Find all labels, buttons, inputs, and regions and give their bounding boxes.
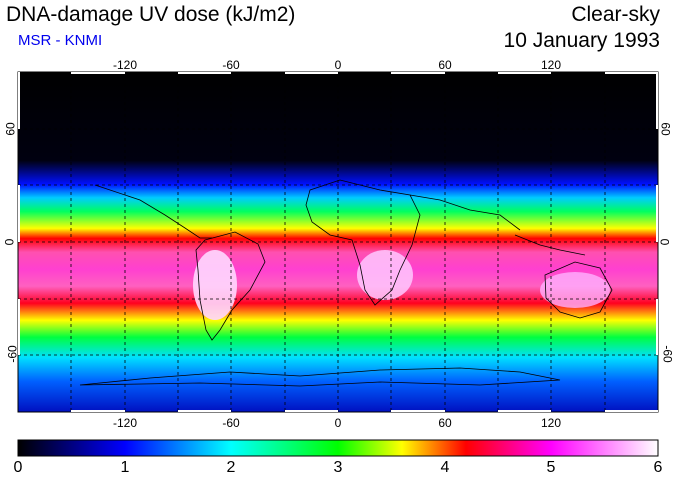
lat-tick-left: 0 [2,238,17,246]
frame-ticks [18,72,658,412]
lon-tick-top: 60 [438,58,452,72]
colorbar [17,439,659,457]
lon-tick-bottom: -120 [112,416,138,430]
coastlines [79,179,613,387]
lat-tick-left: 60 [3,122,18,136]
coast-maritime-se-asia [514,234,586,256]
coast-central-america [94,184,212,239]
coast-asia [409,194,521,231]
date-label: 10 January 1993 [503,29,660,52]
colorbar-label: 2 [226,459,236,476]
colorbar-label: 6 [653,459,663,476]
high-dose-patch-australia [540,272,610,308]
coast-antarctica [79,367,561,387]
colorbar-label: 3 [333,459,343,476]
sky-condition-label: Clear-sky [571,3,660,26]
coast-africa [305,179,421,306]
colorbar-label: 0 [13,459,23,476]
lon-tick-bottom: 120 [540,416,562,430]
lat-tick-left: -60 [5,345,20,363]
lat-tick-right: 0 [657,238,672,246]
chart-title: DNA-damage UV dose (kJ/m2) [6,3,296,26]
source-label: MSR - KNMI [18,32,103,49]
lon-tick-bottom: -60 [222,416,240,430]
lon-tick-top: 0 [334,58,342,72]
lat-tick-right: -60 [660,345,675,363]
lon-tick-top: -60 [222,58,240,72]
graticule [18,72,658,412]
colorbar-label: 4 [440,459,450,476]
lon-tick-bottom: 0 [334,416,342,430]
high-dose-patch-south-america [193,250,237,320]
lon-tick-bottom: 60 [438,416,452,430]
high-dose-patch-africa [357,250,413,300]
lat-tick-right: 60 [658,122,673,136]
coast-south-america [195,231,266,341]
lon-tick-top: 120 [540,58,562,72]
colorbar-label: 1 [120,459,130,476]
colorbar-label: 5 [546,459,556,476]
lon-tick-top: -120 [112,58,138,72]
